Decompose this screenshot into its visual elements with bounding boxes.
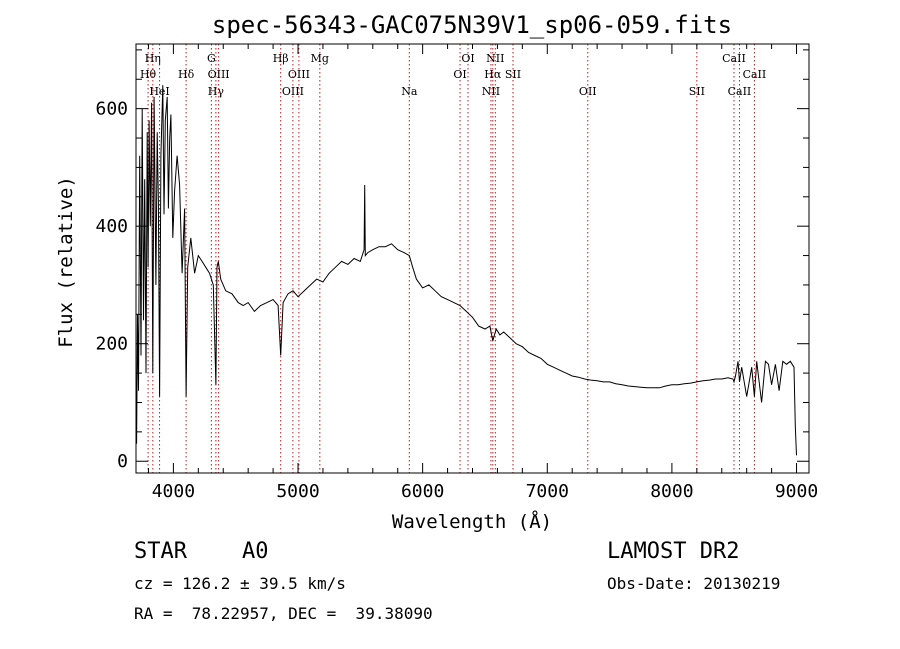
spectral-line-label: NII — [482, 85, 500, 98]
x-tick-label: 7000 — [526, 481, 569, 502]
x-tick-label: 4000 — [152, 481, 195, 502]
obs-date: Obs-Date: 20130219 — [607, 574, 781, 593]
redshift-readout: cz = 126.2 ± 39.5 km/s — [134, 574, 346, 593]
spectrum-line — [136, 85, 797, 456]
object-subclass: A0 — [242, 539, 269, 564]
spectral-line-label: Mg — [311, 52, 329, 65]
y-tick-label: 200 — [95, 334, 128, 355]
spectral-line-markers — [147, 44, 755, 473]
y-tick-label: 0 — [117, 451, 128, 472]
spectral-line-label: OI — [453, 68, 466, 81]
spectral-line-label: NII — [486, 52, 504, 65]
spectral-line-label: Hγ — [208, 85, 225, 98]
plot-frame — [135, 43, 810, 474]
spectral-line-label: Hη — [145, 52, 161, 65]
spectral-line-label: SII — [689, 85, 705, 98]
spectral-line-label: OIII — [208, 68, 230, 81]
spectral-line-label: G — [207, 52, 216, 65]
spectral-line-label: OI — [461, 52, 474, 65]
spectral-line-label: Hδ — [178, 68, 195, 81]
spectral-line-label: Hβ — [273, 52, 289, 65]
y-tick-label: 600 — [95, 99, 128, 120]
spectral-line-label: CaII — [728, 85, 752, 98]
y-tick-label: 400 — [95, 216, 128, 237]
chart-title: spec-56343-GAC075N39V1_sp06-059.fits — [212, 11, 732, 39]
spectral-line-label: HeI — [149, 85, 169, 98]
x-tick-label: 5000 — [276, 481, 319, 502]
y-axis: 0 200 400 600 — [95, 49, 809, 472]
x-tick-label: 8000 — [650, 481, 693, 502]
survey-name: LAMOST DR2 — [607, 539, 740, 564]
x-axis-label: Wavelength (Å) — [392, 510, 552, 533]
spectral-line-label: Hθ — [140, 68, 157, 81]
x-tick-label: 9000 — [775, 481, 818, 502]
spectral-line-label: SII — [505, 68, 521, 81]
y-axis-label: Flux (relative) — [55, 176, 77, 348]
spectral-line-label: Hα — [484, 68, 502, 81]
spectral-line-label: CaII — [743, 68, 767, 81]
x-tick-label: 6000 — [401, 481, 444, 502]
spectral-line-label: OIII — [288, 68, 310, 81]
coordinates-readout: RA = 78.22957, DEC = 39.38090 — [134, 604, 433, 623]
x-axis: 4000 5000 6000 7000 8000 9000 — [147, 44, 818, 502]
spectral-line-label: CaII — [722, 52, 746, 65]
spectral-line-label: Na — [401, 85, 418, 98]
object-class: STAR — [134, 539, 187, 564]
spectral-line-labels: HηHθHeIHδGOIIIHγHβOIIIOIIIMgNaOIOINIINII… — [140, 52, 766, 98]
spectral-line-label: OII — [579, 85, 597, 98]
spectral-line-label: OIII — [282, 85, 304, 98]
